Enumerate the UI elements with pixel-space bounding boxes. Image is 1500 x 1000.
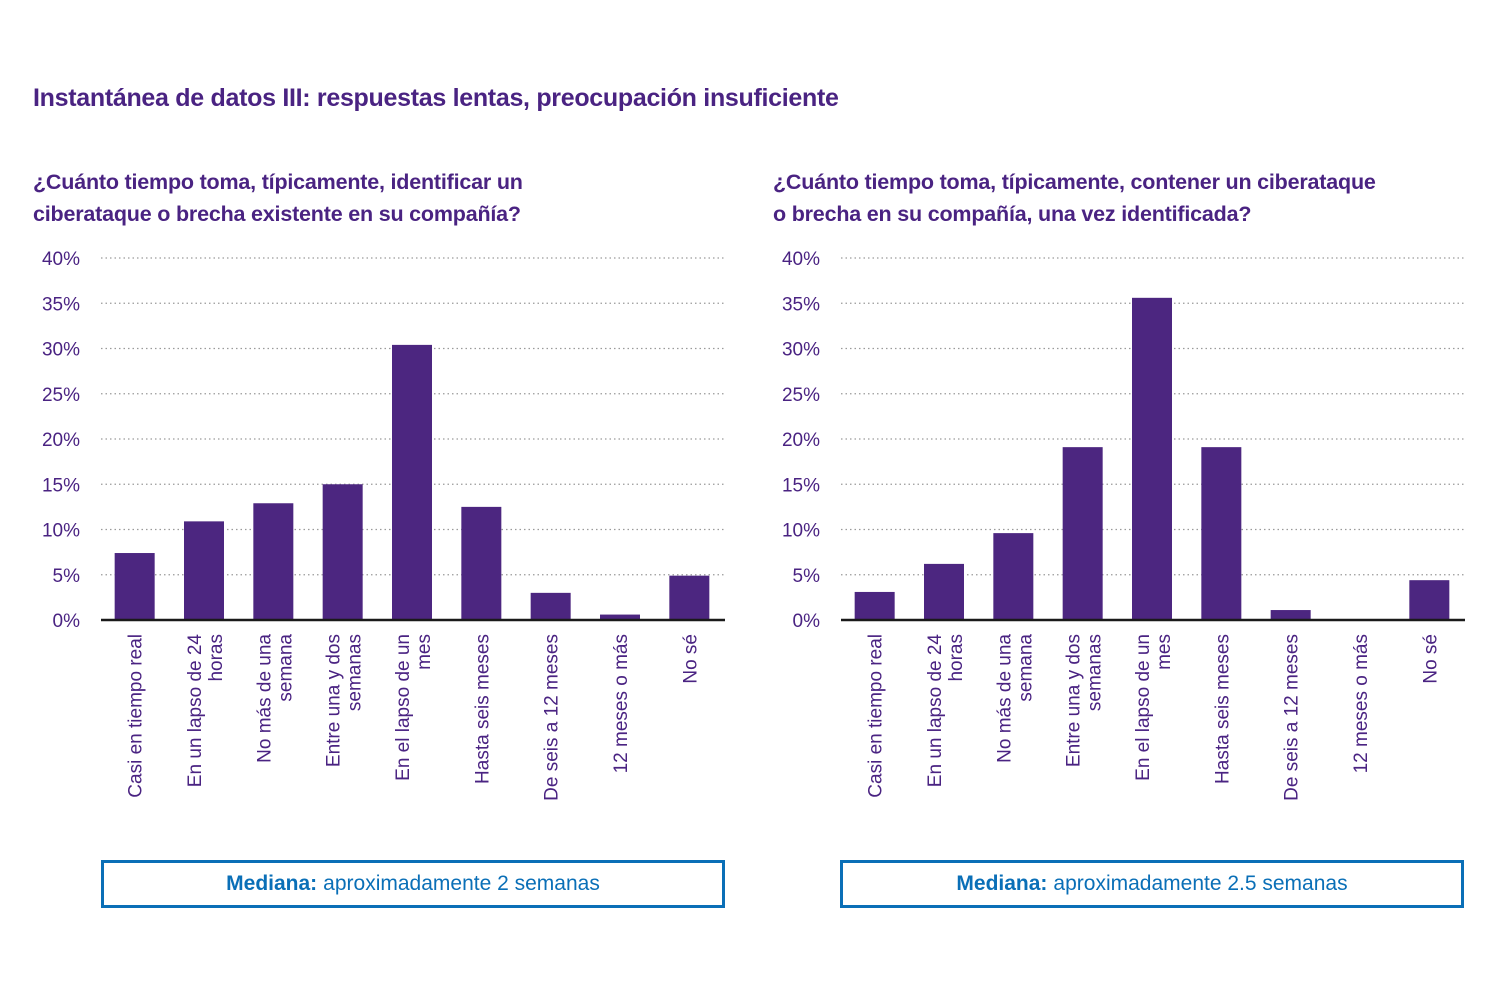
x-category-label: Hasta seis meses [472,634,493,784]
y-tick-label: 40% [782,249,820,270]
x-category-label: Casi en tiempo real [126,634,147,798]
y-tick-label: 10% [42,521,80,542]
x-tick-label: En un lapso de 24 [925,634,946,788]
x-tick-label: horas [946,634,967,682]
chart-subtitle: ¿Cuánto tiempo toma, típicamente, identi… [33,166,733,230]
x-category-label: Hasta seis meses [1212,634,1233,784]
x-tick-label: Casi en tiempo real [126,634,147,798]
x-category-label: En un lapso de 24 horas [185,634,227,788]
bar [253,503,294,620]
bar [461,506,502,620]
x-category-label: No sé [1420,634,1441,684]
x-tick-label: mes [1154,634,1175,670]
x-category-label: Casi en tiempo real [866,634,887,798]
x-category-label: Entre una y dos semanas [324,634,366,767]
chart-panel-contain: ¿Cuánto tiempo toma, típicamente, conten… [740,160,1480,940]
x-category-label: De seis a 12 meses [1282,634,1303,801]
x-tick-label: Entre una y dos [1064,634,1085,767]
x-tick-label: semanas [345,634,366,711]
bar [1132,297,1172,620]
bar [600,614,640,620]
median-value: aproximadamente 2 semanas [323,872,600,895]
y-tick-label: 35% [42,294,80,315]
chart-subtitle-line: ¿Cuánto tiempo toma, típicamente, identi… [33,170,523,194]
y-tick-label: 20% [782,430,820,451]
x-tick-label: En un lapso de 24 [185,634,206,788]
bar [924,563,964,620]
x-tick-label: No más de una [254,634,275,763]
x-tick-label: 12 meses o más [611,634,632,773]
y-tick-label: 25% [42,385,80,406]
bar [1409,580,1450,620]
chart-subtitle: ¿Cuánto tiempo toma, típicamente, conten… [773,166,1473,230]
median-label: Mediana: [226,872,318,895]
bar [854,591,895,620]
y-tick-label: 0% [53,611,81,632]
x-category-label: En el lapso de un mes [393,634,435,781]
y-tick-label: 20% [42,430,80,451]
bar [993,533,1034,620]
x-tick-label: En el lapso de un [393,634,414,781]
x-category-label: Entre una y dos semanas [1064,634,1106,767]
x-tick-label: Hasta seis meses [472,634,493,784]
y-tick-label: 25% [782,385,820,406]
y-tick-label: 5% [793,566,821,587]
x-tick-label: De seis a 12 meses [542,634,563,801]
chart-subtitle-line: ¿Cuánto tiempo toma, típicamente, conten… [773,170,1376,194]
page-title: Instantánea de datos III: respuestas len… [33,84,839,112]
x-category-label: De seis a 12 meses [542,634,563,801]
bar [184,521,224,620]
bar [1062,447,1103,620]
x-tick-label: Entre una y dos [324,634,345,767]
median-box: Mediana: aproximadamente 2.5 semanas [840,860,1464,908]
x-tick-label: No más de una [994,634,1015,763]
chart-panel-identify: ¿Cuánto tiempo toma, típicamente, identi… [0,160,740,940]
bar [392,344,432,620]
x-tick-label: semana [1015,634,1036,702]
bar-chart-identify: 0% 5% 10% 15% 20% 25% 30% 35% 40% Casi en tiempo … [42,249,725,801]
bar [322,484,363,620]
y-tick-label: 30% [42,340,80,361]
y-tick-label: 0% [793,611,821,632]
median-label: Mediana: [956,872,1048,895]
x-tick-label: Hasta seis meses [1212,634,1233,784]
y-tick-label: 15% [42,475,80,496]
bar-chart-contain: 0% 5% 10% 15% 20% 25% 30% 35% 40% Casi en tiempo … [782,249,1465,801]
chart-subtitle-line: ciberataque o brecha existente en su com… [33,202,521,226]
y-tick-label: 15% [782,475,820,496]
x-category-label: En un lapso de 24 horas [925,634,967,788]
x-tick-label: semana [275,634,296,702]
bar [1201,447,1242,620]
x-category-label: En el lapso de un mes [1133,634,1175,781]
median-box: Mediana: aproximadamente 2 semanas [101,860,725,908]
y-tick-label: 5% [53,566,81,587]
x-category-label: No más de una semana [254,634,296,763]
x-tick-label: No sé [680,634,701,684]
x-tick-label: En el lapso de un [1133,634,1154,781]
bar [669,575,710,620]
x-category-label: 12 meses o más [1351,634,1372,773]
x-tick-label: 12 meses o más [1351,634,1372,773]
x-tick-label: mes [414,634,435,670]
bar [114,553,155,620]
x-tick-label: semanas [1085,634,1106,711]
bar [530,592,571,620]
y-tick-label: 30% [782,340,820,361]
x-tick-label: Casi en tiempo real [866,634,887,798]
x-tick-label: horas [206,634,227,682]
x-category-label: 12 meses o más [611,634,632,773]
y-tick-label: 40% [42,249,80,270]
chart-subtitle-line: o brecha en su compañía, una vez identif… [773,202,1252,226]
y-tick-label: 10% [782,521,820,542]
x-tick-label: De seis a 12 meses [1282,634,1303,801]
x-category-label: No más de una semana [994,634,1036,763]
median-value: aproximadamente 2.5 semanas [1053,872,1348,895]
x-tick-label: No sé [1420,634,1441,684]
y-tick-label: 35% [782,294,820,315]
bar [1270,610,1311,620]
x-category-label: No sé [680,634,701,684]
